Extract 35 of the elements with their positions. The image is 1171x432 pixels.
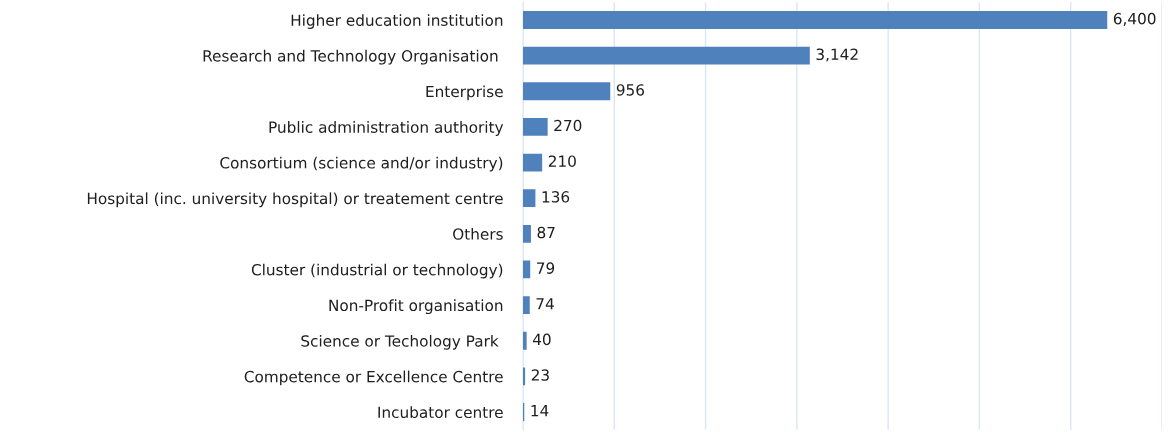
y-tick-label: Consortium (science and/or industry) xyxy=(220,156,503,172)
bar xyxy=(523,11,1108,29)
bar xyxy=(523,82,611,101)
y-tick-label: Non-Profit organisation xyxy=(329,299,503,315)
data-label: 270 xyxy=(554,119,582,132)
data-label: 210 xyxy=(548,155,576,167)
data-label: 3,142 xyxy=(816,48,858,62)
bar xyxy=(523,224,531,243)
y-tick-label: Higher education institution xyxy=(291,14,503,29)
data-label: 87 xyxy=(537,226,555,239)
bar xyxy=(523,367,526,386)
bar xyxy=(523,296,530,315)
y-tick-label: Hospital (inc. university hospital) or treatement centre xyxy=(87,192,503,208)
y-tick-label: Science or Techology Park xyxy=(301,334,499,350)
bar xyxy=(523,46,810,65)
data-label: 14 xyxy=(531,405,549,417)
data-label: 23 xyxy=(531,369,549,381)
y-tick-label: Cluster (industrial or technology) xyxy=(251,263,503,279)
data-label: 74 xyxy=(536,298,554,310)
data-label: 136 xyxy=(542,191,570,203)
data-label: 79 xyxy=(537,262,555,274)
y-tick-label: Public administration authority xyxy=(269,121,504,136)
y-tick-label: Others xyxy=(453,228,503,240)
data-label: 956 xyxy=(616,84,645,96)
bar xyxy=(523,117,548,136)
bar xyxy=(523,331,527,350)
y-tick-label: Incubator centre xyxy=(378,406,503,419)
y-tick-label: Enterprise xyxy=(426,85,503,101)
y-tick-label: Research and Technology Organisation xyxy=(203,49,498,65)
y-tick-label: Competence or Excellence Centre xyxy=(244,370,503,386)
data-label: 6,400 xyxy=(1113,12,1156,26)
bar xyxy=(523,189,536,208)
data-label: 40 xyxy=(532,333,551,346)
bar xyxy=(523,153,543,172)
bar xyxy=(523,260,531,279)
